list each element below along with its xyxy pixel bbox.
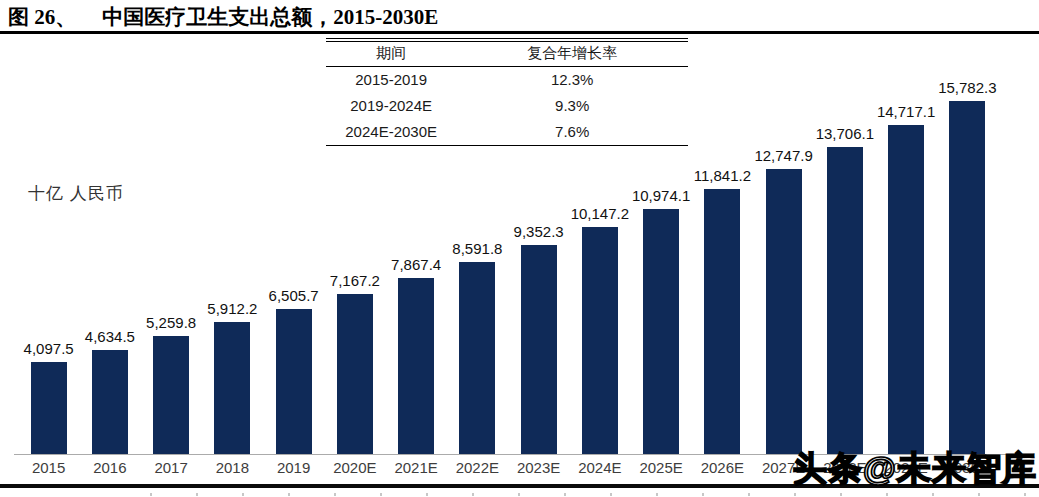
bar-value-label: 14,717.1 xyxy=(877,103,935,120)
x-axis-label: 2015 xyxy=(18,459,79,476)
bar-value-label: 10,147.2 xyxy=(571,205,629,222)
x-axis-label: 2024E xyxy=(569,459,630,476)
bar-value-label: 12,747.9 xyxy=(754,147,812,164)
bar-column: 12,747.9 xyxy=(753,34,814,454)
x-axis-label: 2023E xyxy=(508,459,569,476)
bar-value-label: 10,974.1 xyxy=(632,187,690,204)
bar-value-label: 5,259.8 xyxy=(146,314,196,331)
figure-title-text: 中国医疗卫生支出总额，2015-2030E xyxy=(102,3,438,31)
bar xyxy=(214,322,250,454)
bar-column: 5,912.2 xyxy=(202,34,263,454)
bar xyxy=(827,147,863,454)
x-axis-label: 2026E xyxy=(692,459,753,476)
bar xyxy=(643,209,679,455)
bar xyxy=(398,278,434,454)
x-axis-label: 2025E xyxy=(631,459,692,476)
bar xyxy=(92,350,128,454)
bar xyxy=(153,336,189,454)
x-axis-label: 2018 xyxy=(202,459,263,476)
bar-value-label: 7,167.2 xyxy=(330,272,380,289)
bar-column: 8,591.8 xyxy=(447,34,508,454)
x-axis-label: 2022E xyxy=(447,459,508,476)
bar-value-label: 11,841.2 xyxy=(694,167,751,184)
bar xyxy=(582,227,618,454)
bar-column: 4,097.5 xyxy=(18,34,79,454)
x-axis-label: 2017 xyxy=(141,459,202,476)
bar-value-label: 15,782.3 xyxy=(938,79,996,96)
bar-value-label: 4,634.5 xyxy=(85,328,135,345)
figure-number: 图 26、 xyxy=(8,3,76,31)
bar-column: 10,147.2 xyxy=(569,34,630,454)
bar xyxy=(949,101,985,454)
bar-column: 7,867.4 xyxy=(386,34,447,454)
x-axis-label: 2021E xyxy=(386,459,447,476)
bar-value-label: 4,097.5 xyxy=(24,340,74,357)
x-axis-label: 2019 xyxy=(263,459,324,476)
bar-value-label: 6,505.7 xyxy=(269,287,319,304)
bar-value-label: 9,352.3 xyxy=(514,223,564,240)
bar xyxy=(766,169,802,454)
bar xyxy=(704,189,740,454)
bar-value-label: 13,706.1 xyxy=(816,125,874,142)
bar-column: 13,706.1 xyxy=(814,34,875,454)
bar-column: 5,259.8 xyxy=(141,34,202,454)
bar-column: 15,782.3 xyxy=(937,34,998,454)
bar xyxy=(459,262,495,454)
bar xyxy=(888,125,924,454)
bar-value-label: 5,912.2 xyxy=(207,300,257,317)
bar xyxy=(276,309,312,455)
watermark: 头条@未来智库 xyxy=(793,448,1037,488)
figure-title: 图 26、 中国医疗卫生支出总额，2015-2030E xyxy=(8,3,1031,30)
bar xyxy=(521,245,557,454)
bar-column: 7,167.2 xyxy=(324,34,385,454)
figure-26-healthcare-expenditure-chart: 图 26、 中国医疗卫生支出总额，2015-2030E 期间 复合年增长率 20… xyxy=(0,0,1039,497)
bar xyxy=(31,362,67,454)
clipped-source-text xyxy=(150,493,1030,496)
bars-row: 4,097.5 4,634.5 5,259.8 5,912.2 6,505.7 7,167… xyxy=(18,34,998,454)
bar-column: 14,717.1 xyxy=(876,34,937,454)
bar xyxy=(337,294,373,454)
bar-column: 10,974.1 xyxy=(631,34,692,454)
bar-column: 6,505.7 xyxy=(263,34,324,454)
x-axis-label: 2016 xyxy=(79,459,140,476)
x-axis-label: 2020E xyxy=(324,459,385,476)
bar-value-label: 7,867.4 xyxy=(391,256,441,273)
bar-value-label: 8,591.8 xyxy=(452,240,502,257)
bar-column: 11,841.2 xyxy=(692,34,753,454)
bar-column: 4,634.5 xyxy=(79,34,140,454)
bar-column: 9,352.3 xyxy=(508,34,569,454)
